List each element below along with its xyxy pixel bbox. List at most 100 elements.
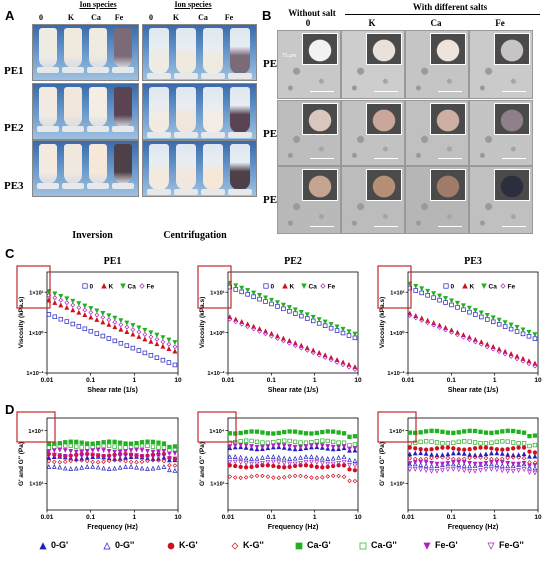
c-point-2-2-5 (437, 293, 443, 299)
d-point-1-7-6 (260, 460, 265, 466)
c-point-0-3-20 (166, 341, 172, 347)
d-point-0-7-15 (128, 452, 134, 458)
d-point-2-2-17 (500, 447, 505, 452)
d-point-2-6-11 (467, 461, 473, 466)
c-point-2-1-13 (484, 341, 490, 347)
tube-cap-inv-0-0 (37, 67, 59, 73)
d-point-2-0-6 (440, 452, 445, 458)
d-point-1-5-18 (325, 438, 330, 444)
micrograph-0-3 (469, 30, 533, 99)
d-point-2-2-14 (483, 445, 489, 450)
c-point-0-1-3 (64, 304, 70, 310)
d-point-1-7-5 (254, 461, 260, 467)
d-point-2-6-9 (456, 459, 462, 465)
c-point-1-1-18 (334, 357, 340, 363)
c-legend-label-1-2: Ca (309, 284, 318, 291)
d-point-2-3-13 (478, 455, 483, 460)
d-point-1-6-2 (238, 442, 244, 448)
c-point-2-0-11 (473, 312, 478, 317)
d-x-tick-label-0-3: 10 (174, 514, 182, 521)
d-point-1-7-16 (314, 460, 320, 465)
d-point-2-0-20 (516, 452, 521, 458)
d-point-0-6-6 (79, 449, 85, 455)
d-point-0-4-14 (123, 441, 128, 446)
panel-letter-c: C (5, 246, 15, 261)
c-y-tick-label-2-0: 1×10² (390, 289, 404, 296)
c-point-2-1-21 (532, 360, 538, 366)
c-point-2-2-18 (514, 325, 520, 330)
d-point-1-1-14 (303, 454, 309, 459)
d-point-2-3-21 (521, 455, 527, 461)
scale-bar-1-0 (310, 157, 334, 159)
d-point-0-6-21 (161, 449, 167, 454)
c-y-tick-label-0-1: 1×10⁰ (29, 330, 44, 337)
d-point-0-7-12 (112, 454, 117, 460)
d-point-2-5-16 (494, 439, 500, 444)
micrograph-0-2 (405, 30, 469, 99)
c-point-0-1-4 (70, 307, 76, 313)
d-point-1-6-4 (249, 444, 254, 449)
d-point-2-5-13 (478, 441, 483, 446)
d-point-1-2-22 (347, 467, 352, 472)
c-point-0-2-15 (136, 325, 142, 331)
d-point-0-1-0 (46, 464, 52, 469)
d-point-1-5-16 (314, 439, 320, 444)
c-point-0-0-11 (112, 338, 118, 344)
d-point-1-2-23 (352, 468, 358, 473)
panel-letter-d: D (5, 402, 15, 417)
d-point-0-7-5 (73, 454, 79, 460)
d-point-0-4-20 (156, 440, 161, 445)
d-point-2-2-1 (413, 446, 418, 451)
d-point-1-6-10 (281, 443, 287, 448)
c-point-2-0-18 (514, 329, 520, 334)
b-col-label-3: Fe (495, 18, 505, 28)
c-point-1-2-17 (328, 322, 334, 328)
tube-cap-cen-1-3 (228, 132, 252, 138)
c-point-2-3-3 (425, 320, 431, 326)
d-point-2-4-22 (527, 434, 532, 439)
d-point-1-3-17 (319, 475, 325, 480)
d-point-0-6-0 (46, 449, 52, 454)
c-point-2-3-11 (472, 339, 478, 345)
d-point-2-6-16 (494, 459, 500, 465)
ion-label-0-2: Ca (91, 13, 101, 22)
d-point-2-7-11 (467, 469, 473, 474)
c-point-0-1-12 (118, 326, 124, 332)
tube-inv-1-0 (39, 87, 57, 127)
d-point-2-0-0 (407, 451, 413, 457)
c-point-0-2-7 (88, 306, 94, 312)
d-point-0-1-20 (156, 464, 161, 470)
d-point-2-4-0 (407, 430, 412, 435)
tube-inv-2-3 (114, 144, 132, 184)
c-point-2-2-7 (449, 298, 454, 304)
c-point-0-3-17 (148, 334, 154, 340)
c-chart-2: 0.01 0.1 1 10 Shear rate (1/s) Viscosity (kPa… (377, 256, 542, 394)
d-point-2-7-9 (456, 467, 462, 473)
c-point-0-3-14 (130, 327, 136, 332)
c-point-2-1-10 (466, 334, 472, 340)
d-xlabel-0: Frequency (Hz) (87, 524, 138, 531)
c-point-2-3-16 (502, 351, 508, 357)
tube-cap-inv-0-3 (112, 67, 134, 73)
tube-photo-inv-1 (32, 83, 139, 140)
d-point-1-2-16 (314, 464, 320, 470)
d-point-2-1-7 (445, 461, 451, 467)
d-point-2-1-23 (532, 465, 538, 471)
ion-label-1-1: K (172, 13, 180, 22)
d-point-2-4-11 (467, 428, 472, 433)
d-point-2-5-9 (456, 439, 461, 444)
c-legend-label-1-0: 0 (271, 284, 275, 291)
c-legend-label-2-2: Ca (489, 284, 498, 291)
gel-photo-inset-1-2 (430, 103, 466, 135)
d-point-1-7-14 (303, 460, 309, 465)
tube-cap-inv-1-1 (62, 126, 84, 132)
c-point-1-3-1 (233, 319, 239, 325)
tube-inv-0-1 (64, 28, 82, 68)
c-highlight-box-1 (197, 265, 232, 309)
c-point-0-1-7 (88, 314, 94, 320)
d-point-2-3-14 (483, 455, 489, 461)
d-point-1-6-19 (330, 444, 336, 450)
d-point-0-4-4 (68, 439, 73, 444)
d-point-2-5-5 (434, 440, 440, 445)
d-point-2-6-7 (445, 461, 451, 466)
